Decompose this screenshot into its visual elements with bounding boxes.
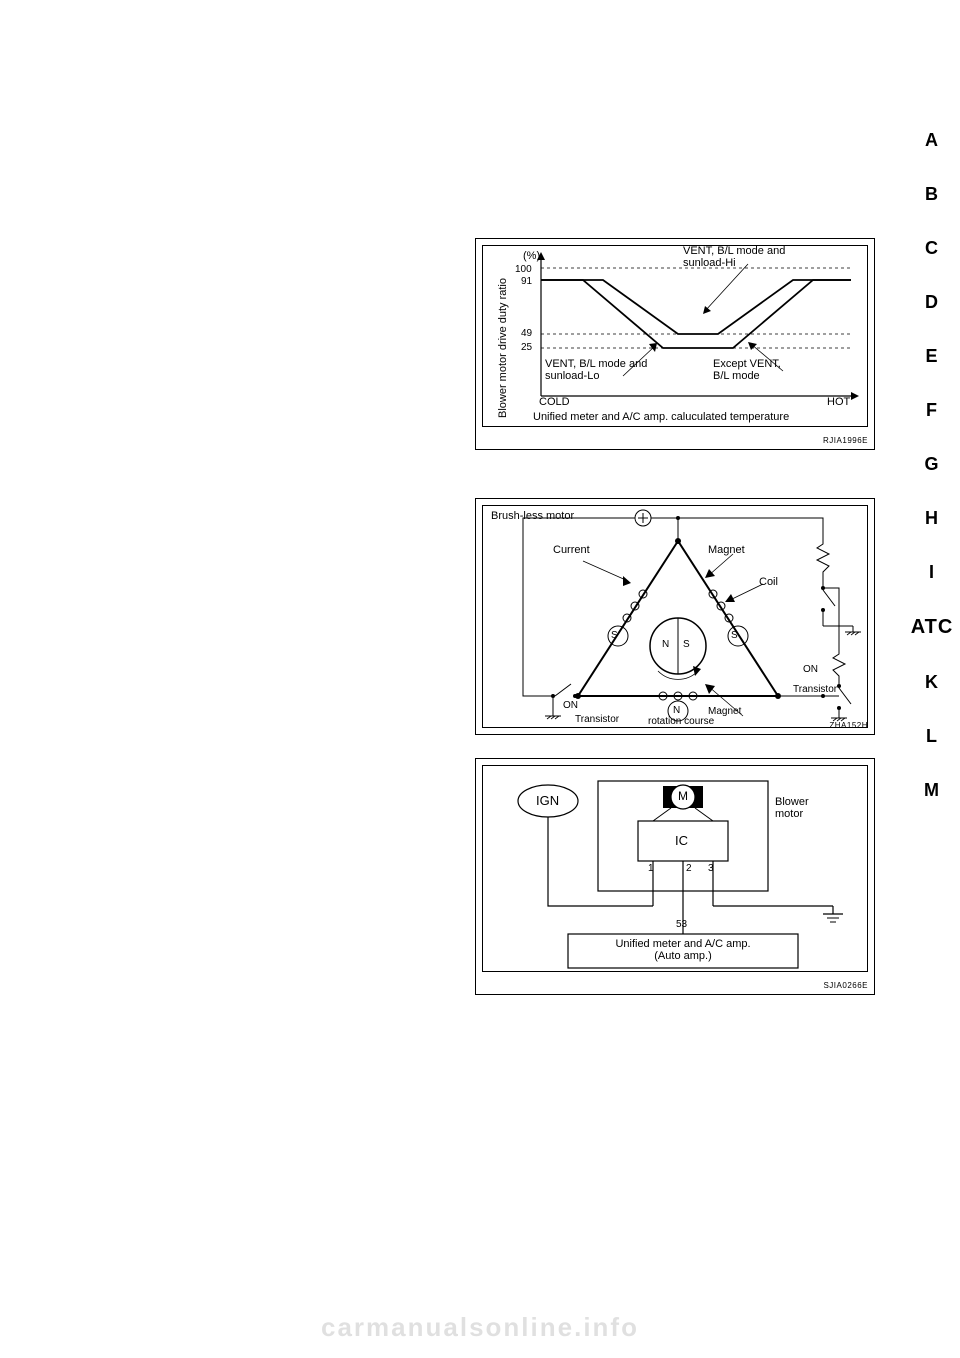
fig3-id: SJIA0266E <box>823 981 868 990</box>
fig2-s2: S <box>731 630 738 641</box>
fig2-svg <box>483 506 871 731</box>
fig2-tr2: Transistor <box>575 714 619 725</box>
fig3-m: M <box>678 790 688 803</box>
figure-1-inner: Blower motor drive duty ratio (%) 100 91… <box>482 245 868 427</box>
tab-g[interactable]: G <box>908 454 956 475</box>
fig1-ann3: Except VENT, B/L mode <box>713 358 781 382</box>
fig2-id: ZHA152H <box>829 721 868 730</box>
fig1-hot: HOT <box>827 396 850 408</box>
tab-i[interactable]: I <box>908 562 956 583</box>
watermark: carmanualsonline.info <box>0 1312 960 1343</box>
figure-2-inner: Brush-less motor <box>482 505 868 728</box>
side-tabs: A B C D E F G H I ATC K L M <box>908 130 956 801</box>
tab-f[interactable]: F <box>908 400 956 421</box>
tab-k[interactable]: K <box>908 672 956 693</box>
fig2-coil: Coil <box>759 576 778 588</box>
tab-l[interactable]: L <box>908 726 956 747</box>
fig2-on1: ON <box>803 664 818 675</box>
tab-h[interactable]: H <box>908 508 956 529</box>
tab-d[interactable]: D <box>908 292 956 313</box>
fig2-on2: ON <box>563 700 578 711</box>
page: A B C D E F G H I ATC K L M Blower motor… <box>0 0 960 1358</box>
fig3-pin1: 1 <box>648 863 654 874</box>
tab-a[interactable]: A <box>908 130 956 151</box>
tab-atc[interactable]: ATC <box>908 616 956 639</box>
fig3-ic: IC <box>675 834 688 848</box>
fig2-ncirc: N <box>673 705 680 716</box>
figure-2-frame: Brush-less motor <box>475 498 875 735</box>
tab-e[interactable]: E <box>908 346 956 367</box>
fig1-id: RJIA1996E <box>823 436 868 445</box>
tab-c[interactable]: C <box>908 238 956 259</box>
tab-m[interactable]: M <box>908 780 956 801</box>
figure-3-frame: IGN M IC Blower motor 1 2 3 53 Unified m… <box>475 758 875 995</box>
fig2-tr1: Transistor <box>793 684 837 695</box>
fig2-s: S <box>683 639 690 650</box>
fig2-n: N <box>662 639 669 650</box>
figure-3-inner: IGN M IC Blower motor 1 2 3 53 Unified m… <box>482 765 868 972</box>
fig3-blower: Blower motor <box>775 796 809 820</box>
fig3-ign: IGN <box>536 794 559 808</box>
fig2-magnet: Magnet <box>708 544 745 556</box>
fig1-xlabel: Unified meter and A/C amp. caluculated t… <box>533 411 789 423</box>
fig3-pin3: 3 <box>708 863 714 874</box>
fig1-ann1: VENT, B/L mode and sunload-Hi <box>683 245 785 269</box>
fig2-rotation: rotation course <box>648 716 714 727</box>
fig2-s1: S <box>611 630 618 641</box>
fig3-conn: 53 <box>676 919 687 930</box>
fig2-current: Current <box>553 544 590 556</box>
fig3-box: Unified meter and A/C amp. (Auto amp.) <box>568 938 798 962</box>
fig3-pin2: 2 <box>686 863 692 874</box>
fig1-cold: COLD <box>539 396 570 408</box>
tab-b[interactable]: B <box>908 184 956 205</box>
fig1-ann2: VENT, B/L mode and sunload-Lo <box>545 358 647 382</box>
figure-1-frame: Blower motor drive duty ratio (%) 100 91… <box>475 238 875 450</box>
